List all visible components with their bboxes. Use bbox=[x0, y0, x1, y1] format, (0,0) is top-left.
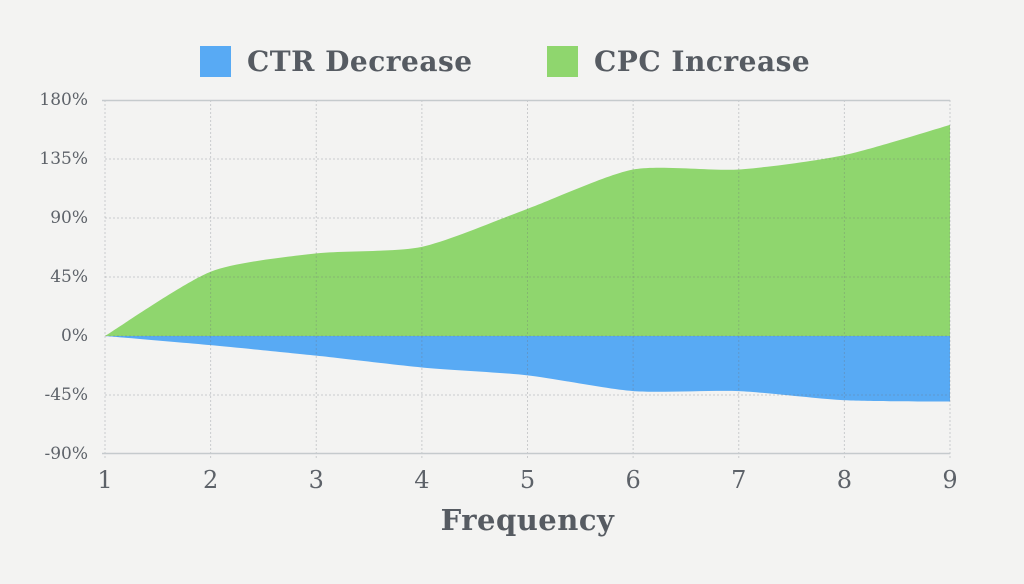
legend-label-cpc-increase: CPC Increase bbox=[594, 45, 811, 78]
legend-item-ctr-decrease[interactable]: CTR Decrease bbox=[200, 45, 473, 78]
x-tick-label: 9 bbox=[942, 466, 958, 494]
x-tick-label: 8 bbox=[836, 466, 853, 494]
area-series-cpc-increase bbox=[105, 124, 950, 337]
x-tick-label: 5 bbox=[519, 466, 536, 494]
y-tick-label: 90% bbox=[50, 208, 88, 228]
cpc-increase-swatch-icon bbox=[547, 46, 578, 77]
x-tick-label: 4 bbox=[414, 466, 430, 494]
x-tick-label: 7 bbox=[731, 466, 747, 494]
x-axis-title: Frequency bbox=[440, 503, 615, 537]
y-tick-label: -45% bbox=[44, 385, 88, 405]
area-chart bbox=[102, 99, 951, 459]
y-tick-label: 180% bbox=[39, 90, 88, 110]
y-tick-label: 135% bbox=[39, 149, 88, 169]
y-tick-label: 0% bbox=[61, 326, 88, 346]
y-tick-label: 45% bbox=[50, 267, 88, 287]
x-tick-label: 1 bbox=[97, 466, 113, 494]
plot-area bbox=[102, 99, 951, 459]
ctr-decrease-swatch-icon bbox=[200, 46, 231, 77]
x-tick-label: 6 bbox=[625, 466, 641, 494]
area-series-ctr-decrease bbox=[105, 336, 950, 402]
x-tick-label: 3 bbox=[308, 466, 324, 494]
legend-label-ctr-decrease: CTR Decrease bbox=[247, 45, 473, 78]
y-tick-label: -90% bbox=[44, 444, 88, 464]
legend-item-cpc-increase[interactable]: CPC Increase bbox=[547, 45, 810, 78]
x-tick-label: 2 bbox=[202, 466, 219, 494]
